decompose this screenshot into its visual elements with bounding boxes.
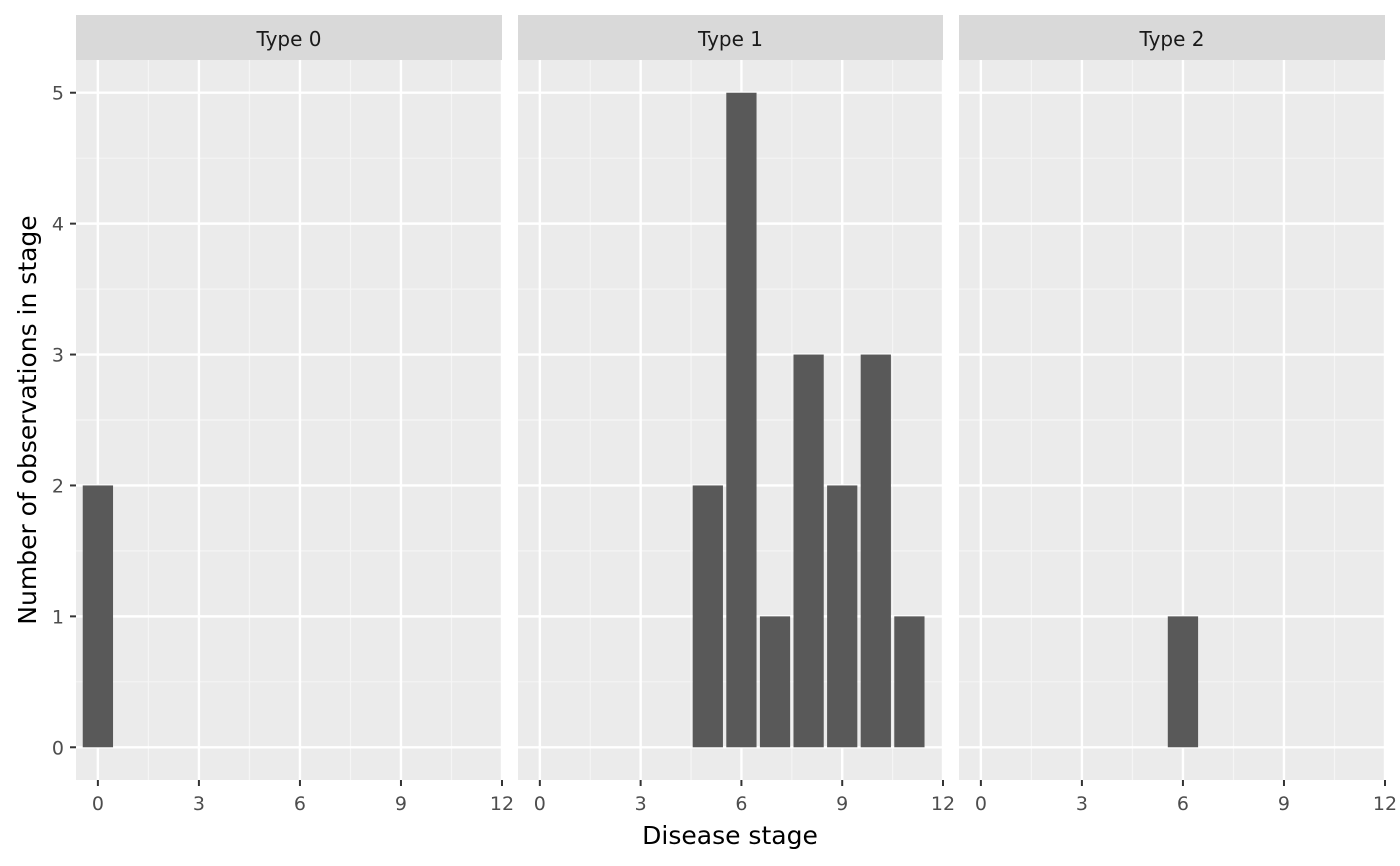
x-tick-label: 9 <box>836 793 848 815</box>
bar <box>692 485 723 748</box>
x-tick-label: 12 <box>931 793 955 815</box>
x-tick-label: 0 <box>975 793 987 815</box>
x-tick-label: 12 <box>1373 793 1397 815</box>
x-axis-title: Disease stage <box>642 821 818 850</box>
y-axis: 0 1 2 3 4 5 <box>52 83 76 759</box>
bar <box>726 92 757 748</box>
facet-strip <box>76 15 502 60</box>
facet-strip-label: Type 0 <box>255 27 321 51</box>
x-tick-label: 12 <box>490 793 514 815</box>
y-tick-label: 0 <box>52 737 64 759</box>
y-axis-title: Number of observations in stage <box>13 215 42 624</box>
x-tick-label: 9 <box>395 793 407 815</box>
x-tick-label: 0 <box>92 793 104 815</box>
x-tick-label: 3 <box>1076 793 1088 815</box>
facet-strip-label: Type 1 <box>697 27 763 51</box>
bar <box>793 354 824 748</box>
y-tick-label: 3 <box>52 345 64 367</box>
facet-strip-label: Type 2 <box>1138 27 1204 51</box>
bar <box>82 485 114 748</box>
bar <box>759 616 791 748</box>
bar <box>827 485 858 748</box>
x-tick-label: 9 <box>1278 793 1290 815</box>
facet-panel: Type 2 0 3 6 9 12 <box>959 15 1397 815</box>
x-tick-label: 3 <box>635 793 647 815</box>
x-tick-label: 6 <box>294 793 306 815</box>
x-tick-label: 6 <box>735 793 747 815</box>
bar <box>1167 616 1199 748</box>
y-tick-label: 1 <box>52 606 64 628</box>
x-tick-label: 3 <box>193 793 205 815</box>
y-tick-label: 2 <box>52 475 64 497</box>
facet-strip <box>959 15 1385 60</box>
x-tick-label: 0 <box>534 793 546 815</box>
facet-panel: Type 1 0 3 6 9 12 <box>518 15 955 815</box>
y-tick-label: 4 <box>52 214 64 236</box>
x-tick-label: 6 <box>1177 793 1189 815</box>
facet-panel: Type 0 0 3 6 9 12 <box>76 15 514 815</box>
bar <box>860 354 891 748</box>
facet-panels: Type 0 0 3 6 9 12 Type 1 0 3 6 9 12 Type 2 0 3 6 9 12 <box>76 15 1397 815</box>
y-tick-label: 5 <box>52 83 64 105</box>
bar <box>894 616 925 748</box>
facet-strip <box>518 15 943 60</box>
